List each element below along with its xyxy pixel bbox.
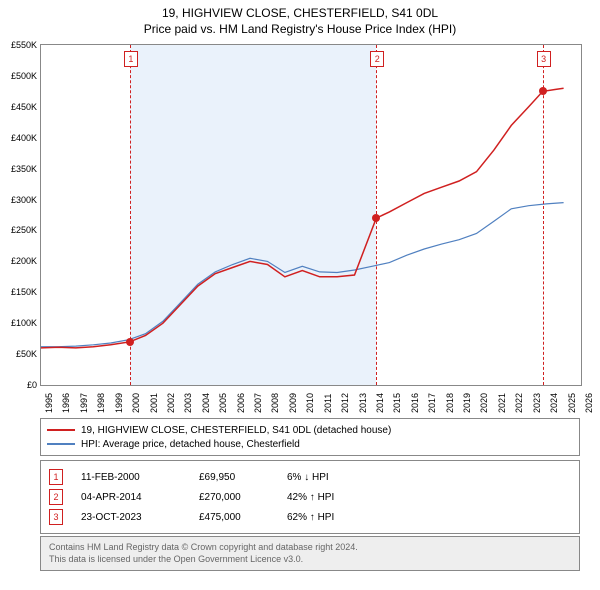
x-tick-label: 1999 [114, 393, 124, 413]
event-marker [539, 87, 547, 95]
x-tick-label: 2017 [427, 393, 437, 413]
sale-price: £270,000 [199, 492, 269, 503]
footer-line-1: Contains HM Land Registry data © Crown c… [49, 542, 571, 554]
x-tick-label: 1995 [44, 393, 54, 413]
x-tick-label: 2001 [149, 393, 159, 413]
x-tick-label: 2022 [514, 393, 524, 413]
x-tick-label: 2007 [253, 393, 263, 413]
y-tick-label: £150K [1, 287, 37, 297]
x-tick-label: 2025 [567, 393, 577, 413]
y-tick-label: £550K [1, 40, 37, 50]
legend-label-1: 19, HIGHVIEW CLOSE, CHESTERFIELD, S41 0D… [81, 425, 391, 436]
x-tick-label: 1996 [61, 393, 71, 413]
x-tick-label: 2015 [392, 393, 402, 413]
sale-diff: 62% ↑ HPI [287, 512, 377, 523]
hpi-line [41, 203, 564, 347]
y-tick-label: £350K [1, 164, 37, 174]
footer-line-2: This data is licensed under the Open Gov… [49, 554, 571, 566]
event-vline [543, 45, 544, 385]
y-tick-label: £50K [1, 349, 37, 359]
y-tick-label: £450K [1, 102, 37, 112]
event-marker [126, 338, 134, 346]
x-tick-label: 2012 [340, 393, 350, 413]
x-tick-label: 2026 [584, 393, 594, 413]
title-line-1: 19, HIGHVIEW CLOSE, CHESTERFIELD, S41 0D… [0, 6, 600, 22]
legend-row-1: 19, HIGHVIEW CLOSE, CHESTERFIELD, S41 0D… [47, 423, 573, 437]
x-tick-label: 1997 [79, 393, 89, 413]
sale-diff: 42% ↑ HPI [287, 492, 377, 503]
y-tick-label: £500K [1, 71, 37, 81]
x-tick-label: 2003 [183, 393, 193, 413]
x-tick-label: 2024 [549, 393, 559, 413]
y-tick-label: £250K [1, 225, 37, 235]
x-tick-label: 2010 [305, 393, 315, 413]
x-tick-label: 2004 [201, 393, 211, 413]
x-tick-label: 2011 [323, 394, 333, 413]
y-tick-label: £100K [1, 318, 37, 328]
sale-row: 1 11-FEB-2000 £69,950 6% ↓ HPI [49, 467, 571, 487]
sale-diff: 6% ↓ HPI [287, 472, 377, 483]
sale-date: 04-APR-2014 [81, 492, 181, 503]
chart-title: 19, HIGHVIEW CLOSE, CHESTERFIELD, S41 0D… [0, 0, 600, 37]
chart-plot-area: £0£50K£100K£150K£200K£250K£300K£350K£400… [40, 44, 582, 386]
x-tick-label: 2000 [131, 393, 141, 413]
sale-date: 23-OCT-2023 [81, 512, 181, 523]
legend-row-2: HPI: Average price, detached house, Ches… [47, 437, 573, 451]
sale-price: £69,950 [199, 472, 269, 483]
footer-box: Contains HM Land Registry data © Crown c… [40, 536, 580, 571]
event-marker [372, 214, 380, 222]
title-line-2: Price paid vs. HM Land Registry's House … [0, 22, 600, 38]
y-tick-label: £300K [1, 195, 37, 205]
x-tick-label: 2020 [479, 393, 489, 413]
x-tick-label: 1998 [96, 393, 106, 413]
event-vline [130, 45, 131, 385]
sale-row: 2 04-APR-2014 £270,000 42% ↑ HPI [49, 487, 571, 507]
legend-box: 19, HIGHVIEW CLOSE, CHESTERFIELD, S41 0D… [40, 418, 580, 456]
x-tick-label: 2002 [166, 393, 176, 413]
x-tick-label: 2013 [358, 393, 368, 413]
sales-box: 1 11-FEB-2000 £69,950 6% ↓ HPI 2 04-APR-2014 £… [40, 460, 580, 534]
y-tick-label: £200K [1, 256, 37, 266]
x-tick-label: 2006 [236, 393, 246, 413]
y-tick-label: £400K [1, 133, 37, 143]
event-number-box: 3 [537, 51, 551, 67]
x-tick-label: 2014 [375, 393, 385, 413]
sale-number-box: 3 [49, 509, 63, 525]
x-tick-label: 2016 [410, 393, 420, 413]
x-tick-label: 2019 [462, 393, 472, 413]
x-tick-label: 2008 [270, 393, 280, 413]
sale-number-box: 2 [49, 489, 63, 505]
event-number-box: 2 [370, 51, 384, 67]
y-tick-label: £0 [1, 380, 37, 390]
event-number-box: 1 [124, 51, 138, 67]
x-tick-label: 2023 [532, 393, 542, 413]
sale-date: 11-FEB-2000 [81, 472, 181, 483]
price-paid-line [41, 88, 564, 348]
x-tick-label: 2021 [497, 393, 507, 413]
legend-swatch-1 [47, 429, 75, 431]
legend-swatch-2 [47, 443, 75, 445]
x-tick-label: 2018 [445, 393, 455, 413]
legend-label-2: HPI: Average price, detached house, Ches… [81, 439, 300, 450]
sale-row: 3 23-OCT-2023 £475,000 62% ↑ HPI [49, 507, 571, 527]
x-tick-label: 2009 [288, 393, 298, 413]
x-tick-label: 2005 [218, 393, 228, 413]
sale-price: £475,000 [199, 512, 269, 523]
sale-number-box: 1 [49, 469, 63, 485]
